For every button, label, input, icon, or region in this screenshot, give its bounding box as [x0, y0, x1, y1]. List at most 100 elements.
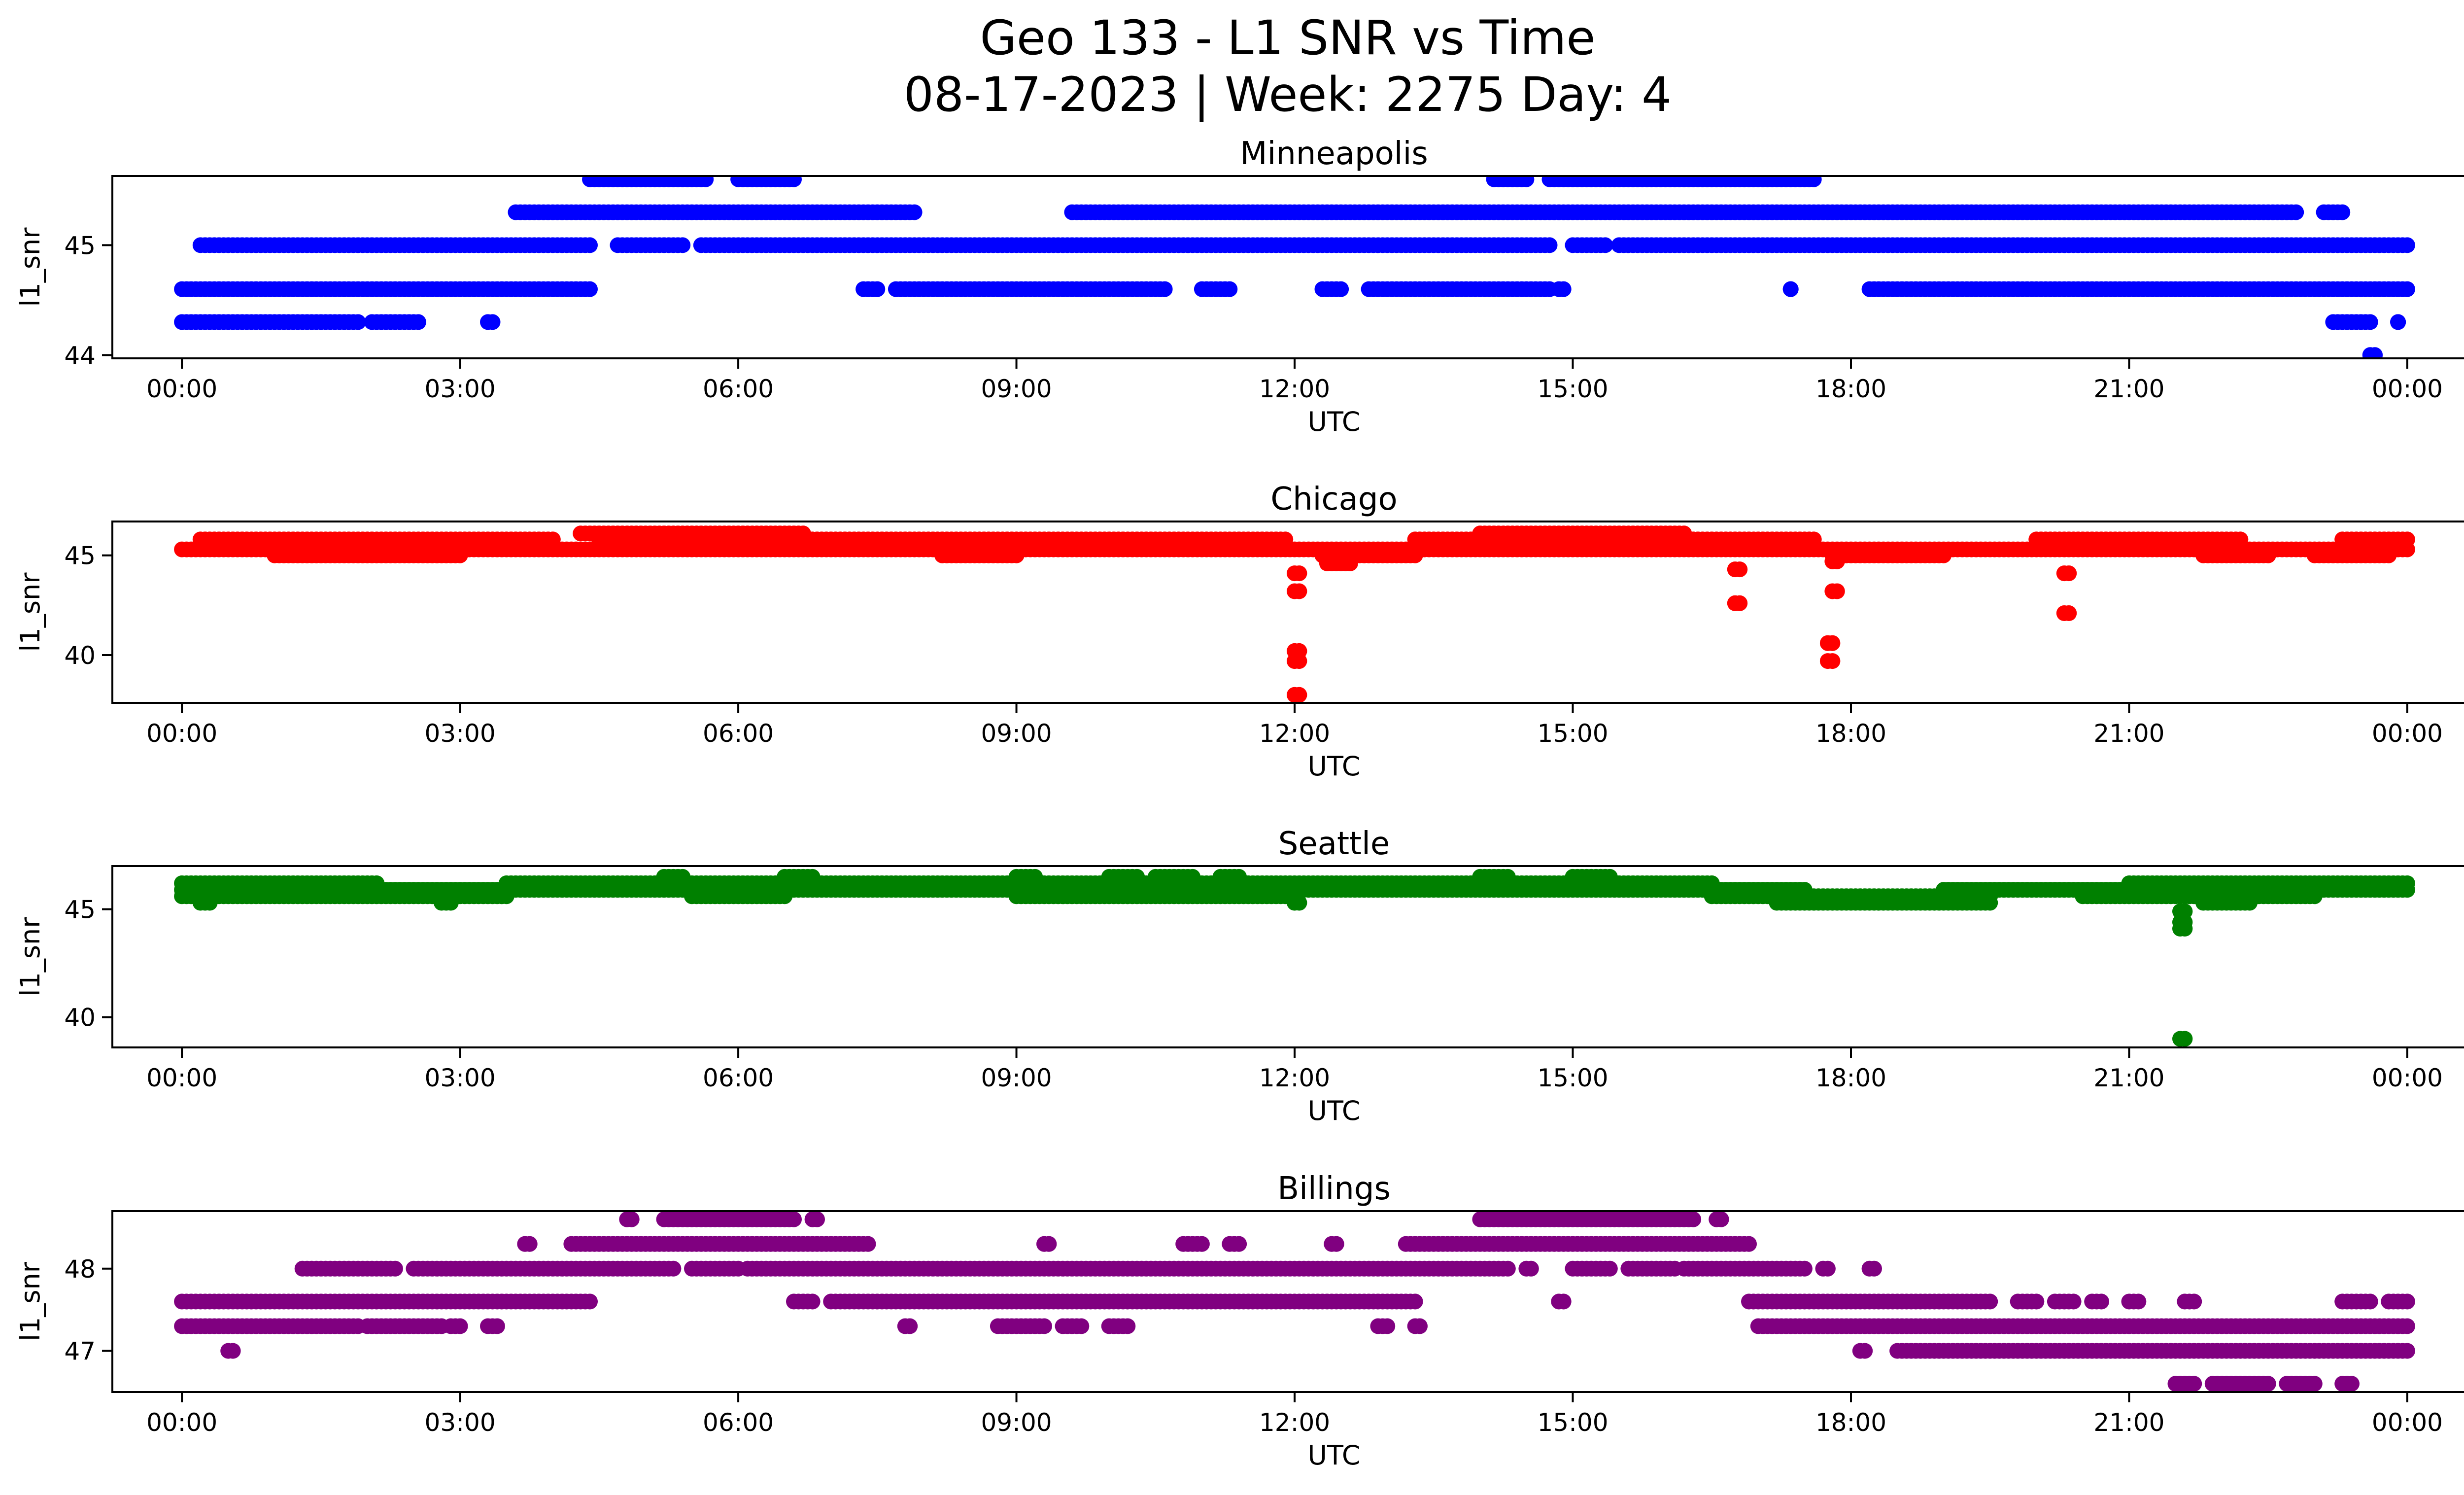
data-point — [1982, 1293, 1998, 1310]
x-tick-label: 00:00 — [2372, 1408, 2443, 1437]
y-axis-label: l1_snr — [15, 1261, 46, 1341]
x-tick-label: 06:00 — [703, 375, 774, 403]
data-point — [795, 525, 811, 542]
x-axis-label: UTC — [1307, 751, 1360, 782]
data-points — [174, 1211, 2415, 1392]
x-tick-label: 00:00 — [2372, 1064, 2443, 1092]
data-point — [1027, 869, 1043, 885]
data-point — [1741, 1236, 1757, 1252]
data-point — [1291, 583, 1307, 599]
x-axis-label: UTC — [1307, 1440, 1360, 1471]
data-point — [2242, 895, 2258, 911]
data-point — [860, 1236, 876, 1252]
x-tick-label: 15:00 — [1537, 1064, 1608, 1092]
x-tick-label: 15:00 — [1537, 719, 1608, 748]
y-tick-label: 45 — [64, 231, 96, 260]
data-point — [545, 531, 561, 548]
y-tick-label: 40 — [64, 641, 96, 670]
x-tick-label: 03:00 — [425, 1408, 496, 1437]
x-tick-label: 21:00 — [2093, 375, 2164, 403]
data-point — [2399, 237, 2415, 253]
data-point — [2061, 565, 2077, 582]
data-point — [2260, 1376, 2276, 1392]
data-point — [521, 1236, 538, 1252]
x-tick-label: 21:00 — [2093, 1408, 2164, 1437]
data-point — [675, 869, 691, 885]
data-point — [1342, 555, 1358, 571]
data-point — [1194, 1236, 1210, 1252]
x-tick-label: 15:00 — [1537, 1408, 1608, 1437]
x-tick-label: 00:00 — [146, 719, 217, 748]
data-point — [582, 237, 598, 253]
data-point — [1866, 1260, 1882, 1277]
data-point — [1602, 1260, 1618, 1277]
x-tick-label: 00:00 — [146, 1064, 217, 1092]
data-point — [2399, 281, 2415, 297]
data-point — [2130, 1293, 2147, 1310]
x-tick-label: 15:00 — [1537, 375, 1608, 403]
data-point — [1541, 237, 1558, 253]
data-point — [2288, 204, 2304, 220]
x-tick-label: 00:00 — [146, 1408, 217, 1437]
data-point — [1676, 525, 1692, 542]
data-point — [623, 1211, 640, 1227]
x-tick-label: 21:00 — [2093, 1064, 2164, 1092]
data-point — [2065, 1293, 2082, 1310]
y-tick-label: 45 — [64, 896, 96, 924]
data-point — [1555, 281, 1572, 297]
data-point — [2390, 314, 2406, 330]
axes-frame — [111, 175, 2464, 359]
data-point — [2061, 605, 2077, 621]
data-point — [2367, 347, 2383, 358]
data-point — [1412, 1318, 1428, 1334]
data-point — [2177, 921, 2193, 937]
y-tick-label: 40 — [64, 1004, 96, 1032]
x-tick-label: 12:00 — [1259, 1064, 1330, 1092]
data-point — [2344, 1376, 2360, 1392]
data-point — [1379, 1318, 1396, 1334]
data-point — [2381, 547, 2397, 563]
data-point — [582, 281, 598, 297]
data-point — [1602, 869, 1618, 885]
data-point — [387, 1260, 403, 1277]
data-point — [1782, 281, 1799, 297]
x-axis-label: UTC — [1307, 406, 1360, 437]
x-tick-label: 06:00 — [703, 719, 774, 748]
y-tick-label: 45 — [64, 542, 96, 570]
data-point — [452, 547, 468, 563]
data-point — [443, 895, 459, 911]
data-point — [582, 1293, 598, 1310]
data-point — [1036, 1318, 1052, 1334]
data-point — [1073, 1318, 1090, 1334]
data-point — [1936, 547, 1952, 563]
data-point — [804, 1293, 821, 1310]
data-point — [698, 176, 714, 187]
data-point — [350, 314, 366, 330]
y-axis-label: l1_snr — [15, 227, 46, 307]
data-point — [1824, 635, 1841, 651]
data-point — [1277, 531, 1294, 548]
data-point — [1328, 1236, 1344, 1252]
data-point — [2334, 204, 2351, 220]
data-point — [498, 888, 514, 904]
panel-seattle: Seattle UTC l1_snr 00:00 03:00 06:00 09:00 1… — [15, 826, 2464, 1126]
data-point — [777, 888, 793, 904]
data-point — [484, 314, 501, 330]
data-point — [1829, 583, 1845, 599]
data-point — [1222, 281, 1238, 297]
figure-title-line2: 08-17-2023 | Week: 2275 Day: 4 — [904, 67, 1672, 123]
data-point — [1129, 869, 1145, 885]
data-point — [1518, 176, 1535, 187]
data-point — [2186, 1376, 2202, 1392]
y-axis-label: l1_snr — [15, 572, 46, 652]
figure-title-line1: Geo 133 - L1 SNR vs Time — [980, 10, 1596, 66]
data-point — [1806, 531, 1822, 548]
data-point — [1041, 1236, 1057, 1252]
x-tick-label: 12:00 — [1259, 1408, 1330, 1437]
data-point — [1732, 561, 1748, 578]
panel-title: Billings — [1277, 1171, 1391, 1207]
x-tick-label: 00:00 — [146, 375, 217, 403]
data-point — [804, 869, 821, 885]
data-point — [906, 204, 923, 220]
panel-billings: Billings UTC l1_snr 00:00 03:00 06:00 09:00… — [15, 1171, 2464, 1471]
